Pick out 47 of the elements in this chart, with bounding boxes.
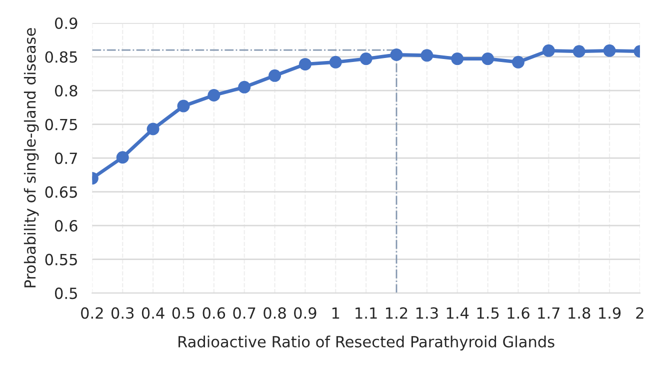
y-tick-label: 0.7 <box>55 152 77 164</box>
x-tick-label: 0.4 <box>142 307 164 319</box>
y-axis-title: Probability of single-gland disease <box>24 28 39 288</box>
x-tick-label: 1.5 <box>477 307 499 319</box>
x-tick-label: 2 <box>636 307 644 319</box>
point <box>451 52 464 66</box>
y-tick-label: 0.55 <box>45 254 77 266</box>
x-tick-label: 1.9 <box>599 307 621 319</box>
point <box>603 44 616 57</box>
x-tick-label: 1.2 <box>386 307 408 319</box>
x-tick-label: 0.3 <box>111 307 134 319</box>
x-tick-label: 1.1 <box>356 307 377 319</box>
point <box>177 100 190 112</box>
point <box>298 58 312 70</box>
y-tick-label: 0.65 <box>45 186 77 198</box>
y-tick-label: 0.85 <box>45 51 77 63</box>
x-tick-label: 0.9 <box>294 307 316 319</box>
y-tick-label: 0.75 <box>45 118 77 130</box>
point <box>390 48 403 61</box>
x-tick-label: 1.6 <box>508 307 530 319</box>
y-tick-label: 0.8 <box>55 84 78 97</box>
x-axis-title: Radioactive Ratio of Resected Parathyroid Glands <box>178 336 554 350</box>
x-tick-label: 0.6 <box>202 307 226 319</box>
point <box>572 45 586 58</box>
x-tick-label: 0.7 <box>233 307 256 319</box>
point <box>420 49 434 62</box>
x-tick-label: 1.8 <box>568 307 590 319</box>
point <box>512 56 524 68</box>
x-tick-label: 0.8 <box>264 307 286 319</box>
x-tick-label: 1.4 <box>446 307 469 319</box>
x-tick-label: 1.7 <box>538 307 560 319</box>
y-tick-label: 0.5 <box>55 288 77 300</box>
point <box>208 89 220 102</box>
y-tick-label: 0.9 <box>55 17 78 30</box>
point <box>268 69 282 82</box>
x-tick-label: 1.3 <box>416 307 438 319</box>
point <box>238 80 251 94</box>
y-tick-label: 0.6 <box>55 220 78 232</box>
x-tick-label: 0.2 <box>81 307 103 319</box>
point <box>116 151 129 164</box>
x-tick-label: 0.5 <box>172 307 194 319</box>
x-tick-label: 1 <box>332 307 340 319</box>
point <box>482 52 494 66</box>
point <box>542 44 555 57</box>
point <box>360 52 372 66</box>
point <box>329 56 342 68</box>
point <box>146 122 160 136</box>
